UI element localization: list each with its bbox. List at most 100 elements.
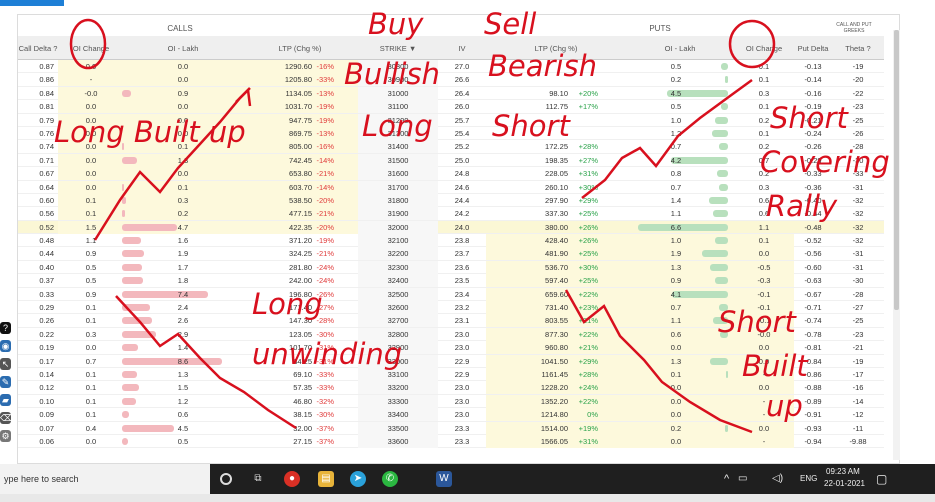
help-icon[interactable]: ? <box>0 322 11 334</box>
chrome-icon[interactable]: ● <box>284 471 300 487</box>
oi-change-calls: 0.0 <box>85 142 97 152</box>
oi-lakh-puts: 0.7 <box>670 142 682 152</box>
notification-icon[interactable]: ▢ <box>876 472 888 486</box>
table-row[interactable]: 0.64 0.0 0.1 603.70 -14% 31700 24.6 260.10 +30% 0… <box>18 180 884 194</box>
table-row[interactable]: 0.09 0.1 0.6 38.15 -30% 33400 23.0 1214.80 0% 0.0… <box>18 408 884 422</box>
oi-change-calls: 0.1 <box>85 195 97 205</box>
iv-value: 26.4 <box>454 88 470 98</box>
oi-change-calls: 0.0 <box>85 102 97 112</box>
oi-change-calls: -0.0 <box>84 88 98 98</box>
eraser-icon[interactable]: ⌫ <box>0 412 13 424</box>
put-delta: -0.33 <box>804 169 822 179</box>
oi-lakh-puts: 1.2 <box>670 128 682 138</box>
theta-value: -25 <box>852 115 864 125</box>
table-row[interactable]: 0.40 0.5 1.7 281.80 -24% 32300 23.6 536.70 +30% 1… <box>18 260 884 275</box>
ltp-puts: 536.70 <box>545 262 568 272</box>
put-delta: -0.89 <box>804 396 822 406</box>
table-row[interactable]: 0.19 0.0 1.4 101.70 -31% 32900 23.0 960.80 +21% 0… <box>18 341 884 355</box>
col-oi-lakh-calls[interactable]: OI - Lakh <box>167 43 199 53</box>
table-row[interactable]: 0.12 0.1 1.5 57.35 -33% 33200 23.0 1228.20 +24% 0… <box>18 381 884 395</box>
strike-price: 32900 <box>387 343 409 353</box>
file-explorer-icon[interactable]: ▤ <box>318 471 334 487</box>
ltp-calls: 57.35 <box>293 383 312 393</box>
table-row[interactable]: 0.37 0.5 1.8 242.00 -24% 32400 23.5 597.40 +25% 0… <box>18 274 884 288</box>
table-row[interactable]: 0.33 0.9 7.4 196.80 -26% 32500 23.4 659.60 +22% 4… <box>18 287 884 302</box>
col-ltp-puts[interactable]: LTP (Chg %) <box>534 43 578 53</box>
table-row[interactable]: 0.17 0.7 8.6 84.25 -31% 33000 22.9 1041.50 +29% 1… <box>18 354 884 368</box>
ltp-calls: 1031.70 <box>284 102 312 112</box>
oi-lakh-calls: 7.4 <box>177 289 189 299</box>
table-row[interactable]: 0.67 0.0 0.0 653.80 -21% 31600 24.8 228.05 +31% 0… <box>18 167 884 181</box>
strike-shade <box>358 381 438 395</box>
table-row[interactable]: 0.10 0.1 1.2 46.80 -32% 33300 23.0 1352.20 +22% 0… <box>18 394 884 409</box>
tray-volume-icon[interactable]: ◁) <box>772 473 784 484</box>
table-row[interactable]: 0.56 0.1 0.2 477.15 -21% 31900 24.2 337.30 +25% 1… <box>18 207 884 221</box>
chg-calls: -21% <box>316 209 334 219</box>
oi-change-calls: 0.1 <box>85 396 97 406</box>
table-row[interactable]: 0.76 0.0 0.0 869.75 -13% 31300 25.4 1.2 0.1 -0.24… <box>18 126 884 141</box>
pen-icon[interactable]: ✎ <box>0 376 11 388</box>
eye-icon[interactable]: ◉ <box>0 340 11 352</box>
col-strike[interactable]: STRIKE ▼ <box>379 43 417 53</box>
table-row[interactable]: 0.29 0.1 2.4 171.40 -27% 32600 23.2 731.40 +23% 0… <box>18 301 884 315</box>
whatsapp-icon[interactable]: ✆ <box>382 471 398 487</box>
table-row[interactable]: 0.74 0.0 0.1 805.00 -16% 31400 25.2 172.25 +28% 0… <box>18 140 884 154</box>
table-row[interactable]: 0.86 - 0.0 1205.80 -33% 30900 26.6 0.2 0.1 -0.14 -… <box>18 73 884 87</box>
tray-time[interactable]: 09:23 AM <box>826 467 860 476</box>
theta-value: -31 <box>852 262 864 272</box>
tray-chevron-icon[interactable]: ^ <box>724 473 730 485</box>
itm-shade <box>58 60 358 73</box>
oi-lakh-calls: 0.1 <box>177 142 189 152</box>
table-row[interactable]: 0.52 1.5 4.7 422.35 -20% 32000 24.0 380.00 +26% 6… <box>18 220 884 235</box>
table-row[interactable]: 0.06 0.0 0.5 27.15 -37% 33600 23.3 1566.05 +31% 0… <box>18 434 884 449</box>
table-row[interactable]: 0.22 0.3 2.9 123.05 -30% 32800 23.0 877.30 +22% 0… <box>18 327 884 342</box>
help-icon[interactable]: ? <box>53 43 58 53</box>
col-put-delta[interactable]: Put Delta <box>797 43 829 53</box>
col-ltp-calls[interactable]: LTP (Chg %) <box>278 43 322 53</box>
table-row[interactable]: 0.71 0.0 1.3 742.45 -14% 31500 25.0 198.35 +27% 4… <box>18 153 884 168</box>
col-oi-lakh-puts[interactable]: OI - Lakh <box>664 43 696 53</box>
cortana-icon[interactable] <box>220 473 232 485</box>
table-row[interactable]: 0.84 -0.0 0.9 1134.05 -13% 31000 26.4 98.10 +20%… <box>18 86 884 101</box>
table-row[interactable]: 0.26 0.1 2.6 147.30 -28% 32700 23.1 803.55 +21% 1… <box>18 314 884 328</box>
scrollbar-thumb[interactable] <box>894 30 899 310</box>
col-theta[interactable]: Theta ? <box>845 43 871 53</box>
highlighter-icon[interactable]: ▰ <box>0 394 11 406</box>
task-view-icon[interactable]: ⧉ <box>254 473 262 484</box>
oi-lakh-puts: 0.7 <box>670 303 682 313</box>
table-row[interactable]: 0.44 0.9 1.9 324.25 -21% 32200 23.7 481.90 +25% 1… <box>18 247 884 261</box>
table-row[interactable]: 0.60 0.1 0.3 538.50 -20% 31800 24.4 297.90 +29% 1… <box>18 193 884 208</box>
word-icon[interactable]: W <box>436 471 452 487</box>
tray-network-icon[interactable]: ▭ <box>738 473 748 484</box>
taskbar-search-input[interactable]: ype here to search <box>0 464 210 494</box>
iv-value: 22.9 <box>454 369 470 379</box>
theta-value: -23 <box>852 102 864 112</box>
sort-down-icon[interactable]: ▼ <box>408 43 417 53</box>
table-row[interactable]: 0.81 0.0 0.0 1031.70 -19% 31100 26.0 112.75 +17%… <box>18 100 884 114</box>
oi-lakh-puts: 0.0 <box>670 436 682 446</box>
table-row[interactable]: 0.48 1.1 1.6 371.20 -19% 32100 23.8 428.40 +26% 1… <box>18 234 884 248</box>
col-oi-change-puts[interactable]: OI Change <box>745 43 783 53</box>
settings-icon[interactable]: ⚙ <box>0 430 11 442</box>
tray-language[interactable]: ENG <box>800 474 818 483</box>
ltp-puts: 228.05 <box>545 169 568 179</box>
strike-shade <box>358 408 438 422</box>
oi-lakh-calls: 0.5 <box>177 436 189 446</box>
iv-value: 23.7 <box>454 249 470 259</box>
col-iv[interactable]: IV <box>458 43 466 53</box>
table-row[interactable]: 0.79 0.0 0.0 947.75 -19% 31200 25.7 1.0 0.2 -0.21… <box>18 113 884 127</box>
help-icon[interactable]: ? <box>866 43 871 53</box>
pointer-icon[interactable]: ↖ <box>0 358 11 370</box>
strike-shade <box>358 100 438 114</box>
tray-date[interactable]: 22-01-2021 <box>824 479 865 488</box>
col-oi-change-calls[interactable]: OI Change <box>72 43 110 53</box>
telegram-icon[interactable]: ➤ <box>350 471 366 487</box>
table-row[interactable]: 0.14 0.1 1.3 69.10 -33% 33100 22.9 1161.45 +28% 0… <box>18 367 884 382</box>
oi-change-calls: 0.0 <box>85 169 97 179</box>
table-row[interactable]: 0.87 0.0 0.0 1290.60 -16% 30800 27.0 0.5 0.1 -0.1… <box>18 60 884 74</box>
col-call-delta[interactable]: Call Delta ? <box>18 43 58 53</box>
iv-value: 24.6 <box>454 182 470 192</box>
table-row[interactable]: 0.07 0.4 4.5 32.00 -37% 33500 23.3 1514.00 +19% 0… <box>18 421 884 435</box>
iv-value: 23.0 <box>454 396 470 406</box>
active-tab-indicator[interactable] <box>0 0 64 6</box>
